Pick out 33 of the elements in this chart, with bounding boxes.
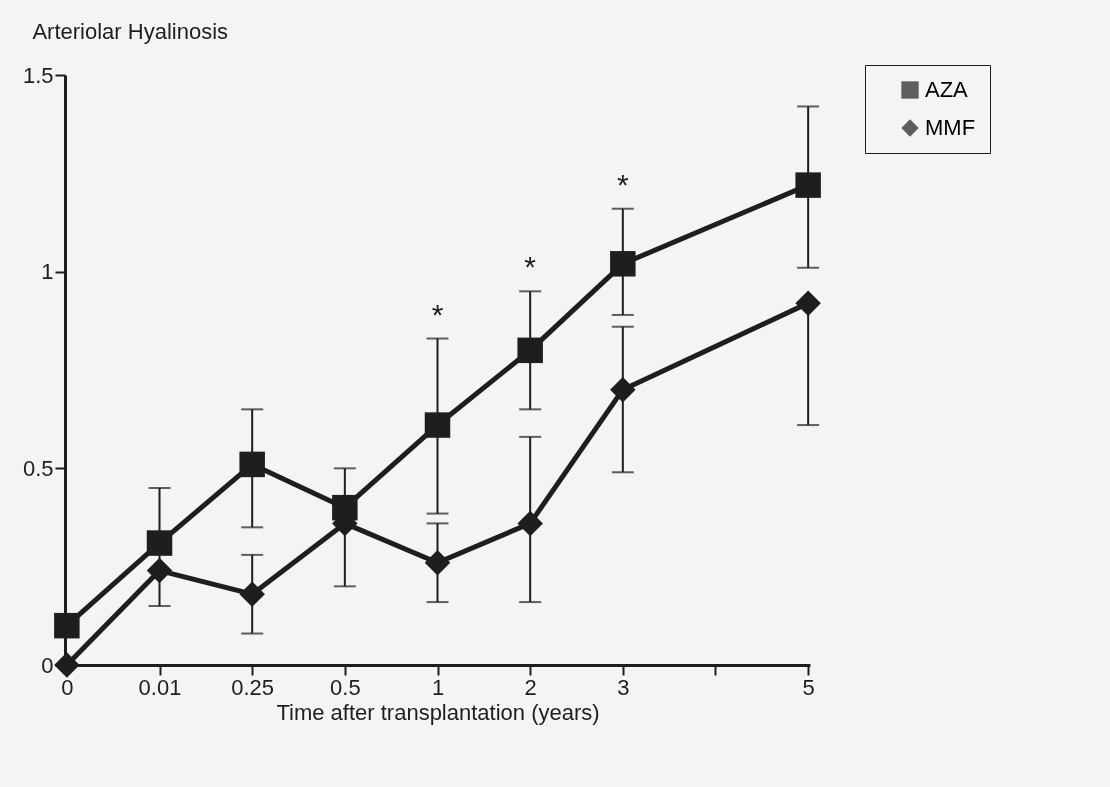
annotation: * — [524, 250, 537, 284]
point — [517, 510, 543, 537]
point — [424, 549, 451, 576]
y-tick-label: 1.5 — [22, 62, 54, 88]
legend-label: MMF — [925, 115, 976, 140]
y-tick-label: 0.5 — [22, 455, 54, 481]
point — [795, 290, 821, 316]
x-tick-label: 1 — [431, 674, 445, 700]
annotation: * — [431, 297, 444, 331]
x-tick-label: 3 — [617, 674, 630, 700]
point — [610, 376, 636, 403]
point — [54, 652, 80, 678]
x-tick-label: 0.01 — [138, 674, 182, 700]
chart-title: Arteriolar Hyalinosis — [32, 19, 229, 44]
point — [795, 172, 821, 198]
y-tick-label: 1 — [41, 259, 54, 285]
legend-label: AZA — [925, 77, 969, 102]
point — [146, 530, 173, 556]
x-tick-label: 0.5 — [330, 674, 361, 700]
point — [610, 251, 636, 277]
y-tick-label: 0 — [41, 652, 54, 678]
point — [424, 412, 451, 438]
point — [517, 337, 543, 364]
annotation: * — [616, 167, 629, 201]
x-axis-title: Time after transplantation (years) — [276, 699, 600, 725]
point — [239, 581, 265, 607]
point — [239, 451, 265, 478]
x-tick-label: 2 — [524, 674, 537, 700]
x-tick-label: 0.25 — [231, 674, 275, 700]
x-tick-label: 0 — [61, 674, 74, 700]
point — [146, 557, 173, 584]
point — [54, 612, 80, 639]
x-tick-label: 5 — [802, 674, 815, 700]
